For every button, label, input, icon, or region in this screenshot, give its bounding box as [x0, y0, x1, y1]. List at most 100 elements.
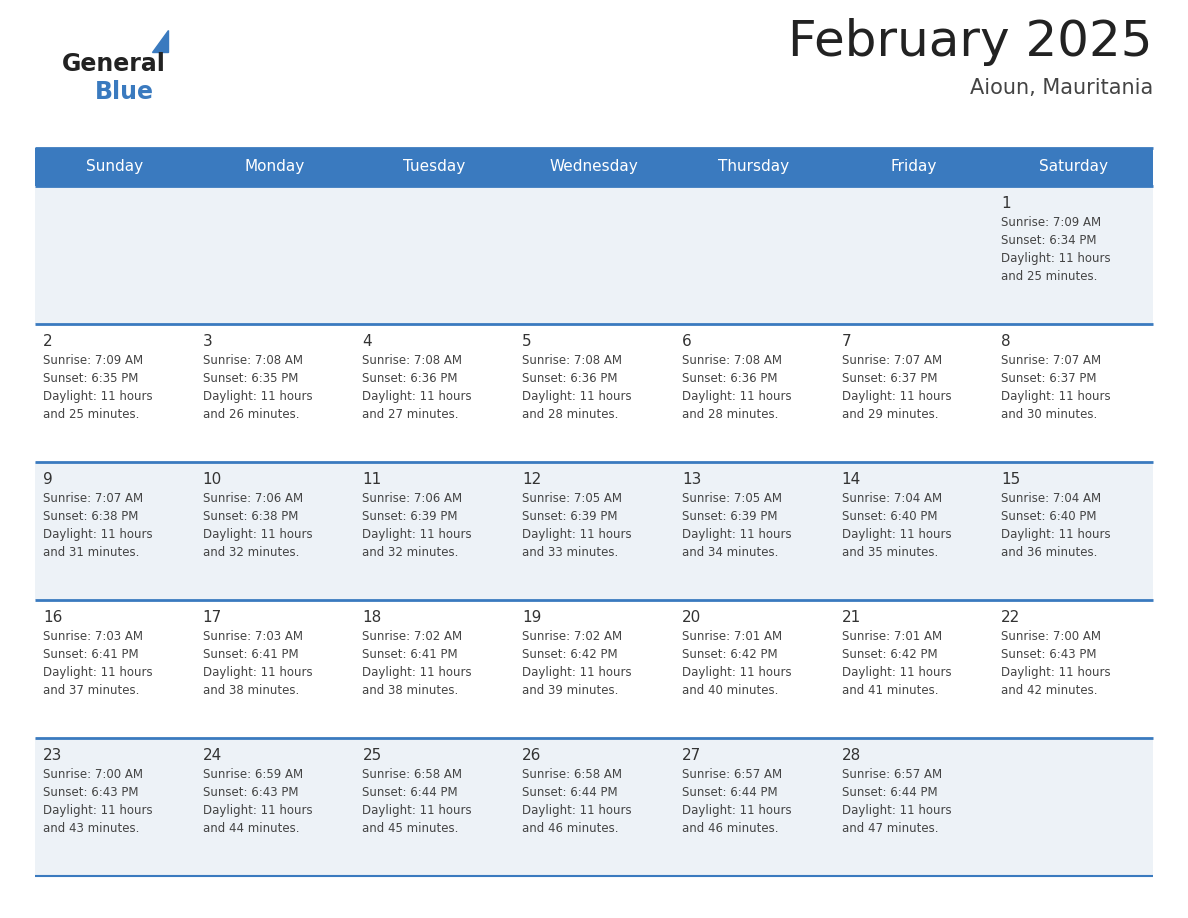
- Text: Daylight: 11 hours: Daylight: 11 hours: [682, 528, 791, 541]
- Text: Sunset: 6:44 PM: Sunset: 6:44 PM: [682, 786, 777, 799]
- Text: Sunrise: 7:00 AM: Sunrise: 7:00 AM: [1001, 630, 1101, 643]
- Text: Blue: Blue: [95, 80, 154, 104]
- Text: Sunset: 6:38 PM: Sunset: 6:38 PM: [203, 510, 298, 523]
- Text: 9: 9: [43, 472, 52, 487]
- Text: Daylight: 11 hours: Daylight: 11 hours: [362, 666, 472, 679]
- Text: Sunrise: 7:03 AM: Sunrise: 7:03 AM: [203, 630, 303, 643]
- Text: 15: 15: [1001, 472, 1020, 487]
- Text: and 46 minutes.: and 46 minutes.: [682, 822, 778, 835]
- Text: 14: 14: [841, 472, 861, 487]
- Text: and 28 minutes.: and 28 minutes.: [682, 408, 778, 421]
- Bar: [514, 148, 674, 186]
- Bar: [514, 324, 674, 462]
- Text: and 41 minutes.: and 41 minutes.: [841, 684, 939, 697]
- Text: Wednesday: Wednesday: [550, 160, 638, 174]
- Text: Sunrise: 7:04 AM: Sunrise: 7:04 AM: [841, 492, 942, 505]
- Text: Daylight: 11 hours: Daylight: 11 hours: [841, 528, 952, 541]
- Text: Daylight: 11 hours: Daylight: 11 hours: [1001, 666, 1111, 679]
- Text: Daylight: 11 hours: Daylight: 11 hours: [43, 390, 152, 403]
- Bar: [354, 186, 514, 324]
- Text: 11: 11: [362, 472, 381, 487]
- Bar: [514, 462, 674, 600]
- Text: Sunrise: 7:05 AM: Sunrise: 7:05 AM: [682, 492, 782, 505]
- Text: 28: 28: [841, 748, 861, 763]
- Bar: [34, 148, 195, 186]
- Text: Sunrise: 7:08 AM: Sunrise: 7:08 AM: [362, 354, 462, 367]
- Bar: [195, 186, 354, 324]
- Text: Sunset: 6:43 PM: Sunset: 6:43 PM: [203, 786, 298, 799]
- Text: 8: 8: [1001, 334, 1011, 349]
- Bar: [34, 462, 195, 600]
- Bar: [354, 148, 514, 186]
- Text: Sunset: 6:38 PM: Sunset: 6:38 PM: [43, 510, 138, 523]
- Bar: [993, 738, 1154, 876]
- Text: Sunset: 6:35 PM: Sunset: 6:35 PM: [43, 372, 138, 385]
- Text: Daylight: 11 hours: Daylight: 11 hours: [43, 666, 152, 679]
- Text: Daylight: 11 hours: Daylight: 11 hours: [362, 804, 472, 817]
- Text: Sunrise: 7:06 AM: Sunrise: 7:06 AM: [362, 492, 462, 505]
- Text: Sunrise: 6:58 AM: Sunrise: 6:58 AM: [523, 768, 623, 781]
- Bar: [993, 186, 1154, 324]
- Text: and 45 minutes.: and 45 minutes.: [362, 822, 459, 835]
- Text: and 34 minutes.: and 34 minutes.: [682, 546, 778, 559]
- Text: Sunset: 6:37 PM: Sunset: 6:37 PM: [841, 372, 937, 385]
- Text: 24: 24: [203, 748, 222, 763]
- Text: Sunrise: 7:04 AM: Sunrise: 7:04 AM: [1001, 492, 1101, 505]
- Text: Sunset: 6:39 PM: Sunset: 6:39 PM: [362, 510, 457, 523]
- Text: Sunset: 6:34 PM: Sunset: 6:34 PM: [1001, 234, 1097, 247]
- Text: and 36 minutes.: and 36 minutes.: [1001, 546, 1098, 559]
- Text: Daylight: 11 hours: Daylight: 11 hours: [682, 666, 791, 679]
- Text: Sunrise: 7:07 AM: Sunrise: 7:07 AM: [43, 492, 143, 505]
- Text: and 38 minutes.: and 38 minutes.: [362, 684, 459, 697]
- Text: and 29 minutes.: and 29 minutes.: [841, 408, 939, 421]
- Bar: [354, 462, 514, 600]
- Bar: [514, 738, 674, 876]
- Text: Sunset: 6:37 PM: Sunset: 6:37 PM: [1001, 372, 1097, 385]
- Text: Sunset: 6:36 PM: Sunset: 6:36 PM: [682, 372, 777, 385]
- Text: 4: 4: [362, 334, 372, 349]
- Bar: [834, 186, 993, 324]
- Text: and 35 minutes.: and 35 minutes.: [841, 546, 937, 559]
- Text: Sunrise: 6:58 AM: Sunrise: 6:58 AM: [362, 768, 462, 781]
- Text: Daylight: 11 hours: Daylight: 11 hours: [841, 666, 952, 679]
- Text: Saturday: Saturday: [1038, 160, 1107, 174]
- Text: Sunday: Sunday: [87, 160, 144, 174]
- Bar: [34, 600, 195, 738]
- Text: Daylight: 11 hours: Daylight: 11 hours: [362, 390, 472, 403]
- Text: and 31 minutes.: and 31 minutes.: [43, 546, 139, 559]
- Bar: [195, 324, 354, 462]
- Text: Sunset: 6:39 PM: Sunset: 6:39 PM: [523, 510, 618, 523]
- Bar: [354, 600, 514, 738]
- Text: Sunset: 6:41 PM: Sunset: 6:41 PM: [203, 648, 298, 661]
- Text: 5: 5: [523, 334, 532, 349]
- Text: Sunset: 6:35 PM: Sunset: 6:35 PM: [203, 372, 298, 385]
- Text: Sunrise: 7:08 AM: Sunrise: 7:08 AM: [523, 354, 623, 367]
- Text: Daylight: 11 hours: Daylight: 11 hours: [43, 528, 152, 541]
- Text: Daylight: 11 hours: Daylight: 11 hours: [682, 390, 791, 403]
- Bar: [834, 738, 993, 876]
- Bar: [993, 462, 1154, 600]
- Bar: [34, 324, 195, 462]
- Text: Daylight: 11 hours: Daylight: 11 hours: [523, 666, 632, 679]
- Text: 13: 13: [682, 472, 701, 487]
- Text: Sunrise: 7:02 AM: Sunrise: 7:02 AM: [523, 630, 623, 643]
- Text: and 30 minutes.: and 30 minutes.: [1001, 408, 1098, 421]
- Bar: [834, 148, 993, 186]
- Text: 22: 22: [1001, 610, 1020, 625]
- Text: Sunrise: 7:08 AM: Sunrise: 7:08 AM: [682, 354, 782, 367]
- Text: Sunset: 6:42 PM: Sunset: 6:42 PM: [682, 648, 777, 661]
- Bar: [834, 600, 993, 738]
- Text: Sunrise: 6:57 AM: Sunrise: 6:57 AM: [841, 768, 942, 781]
- Text: 12: 12: [523, 472, 542, 487]
- Bar: [834, 324, 993, 462]
- Text: and 28 minutes.: and 28 minutes.: [523, 408, 619, 421]
- Text: Sunset: 6:36 PM: Sunset: 6:36 PM: [362, 372, 457, 385]
- Bar: [195, 148, 354, 186]
- Text: and 38 minutes.: and 38 minutes.: [203, 684, 299, 697]
- Text: Sunset: 6:43 PM: Sunset: 6:43 PM: [1001, 648, 1097, 661]
- Text: Tuesday: Tuesday: [403, 160, 466, 174]
- Text: 26: 26: [523, 748, 542, 763]
- Text: Daylight: 11 hours: Daylight: 11 hours: [362, 528, 472, 541]
- Text: Daylight: 11 hours: Daylight: 11 hours: [203, 666, 312, 679]
- Text: and 42 minutes.: and 42 minutes.: [1001, 684, 1098, 697]
